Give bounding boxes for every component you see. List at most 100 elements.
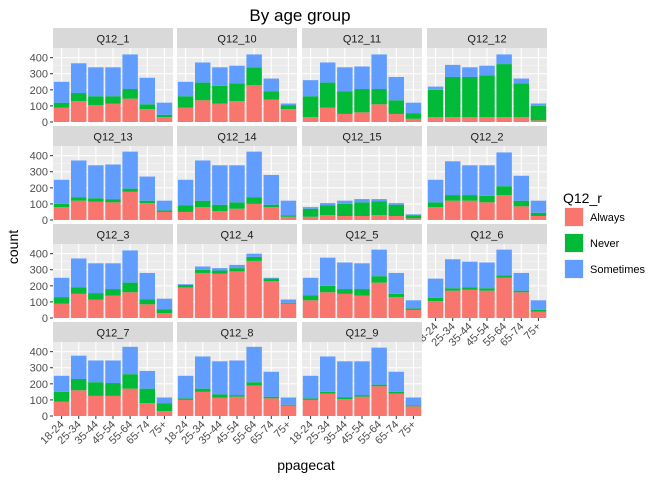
bar-segment-always: [122, 388, 138, 416]
bar-segment-sometimes: [156, 397, 173, 404]
bar-segment-sometimes: [280, 200, 297, 216]
facet-strip: [53, 28, 173, 48]
bar-segment-sometimes: [354, 199, 370, 203]
bar-segment-always: [195, 207, 211, 220]
bar-segment-never: [320, 285, 336, 293]
bar-segment-never: [212, 204, 228, 212]
bar-segment-always: [320, 107, 336, 122]
bar-segment-never: [427, 89, 444, 118]
bar-segment-sometimes: [195, 356, 211, 389]
bar-segment-never: [405, 215, 422, 219]
bar-segment-never: [105, 383, 121, 396]
bar-segment-always: [246, 260, 262, 318]
bar-segment-never: [320, 391, 336, 394]
y-tick-label: 100: [30, 297, 48, 309]
bar-segment-always: [229, 396, 245, 416]
bar-segment-never: [53, 203, 70, 208]
facet-title: Q12_5: [345, 230, 378, 242]
bar-segment-never: [195, 200, 211, 208]
facet-title: Q12_6: [470, 230, 503, 242]
bar-segment-always: [177, 211, 194, 220]
bar-segment-never: [263, 396, 279, 399]
bar-segment-never: [88, 382, 104, 396]
bar-segment-always: [88, 395, 104, 416]
chart-title: By age group: [249, 6, 350, 25]
bar-segment-always: [337, 215, 353, 220]
bar-segment-sometimes: [263, 78, 279, 92]
facet-panel: Q12_5: [302, 224, 422, 319]
bar-segment-sometimes: [229, 165, 245, 203]
bar-segment-never: [71, 197, 87, 201]
bar-segment-never: [371, 276, 387, 283]
bar-segment-always: [427, 207, 444, 220]
bar-segment-always: [320, 215, 336, 220]
bar-segment-always: [530, 311, 547, 318]
bar-segment-always: [246, 385, 262, 416]
bar-segment-always: [177, 399, 194, 416]
bar-segment-always: [354, 215, 370, 220]
y-tick-label: 0: [42, 215, 48, 227]
bar-segment-sometimes: [122, 250, 138, 283]
bar-segment-never: [122, 282, 138, 293]
bar-segment-always: [212, 211, 228, 220]
bar-segment-never: [405, 308, 422, 310]
bar-segment-never: [388, 391, 404, 394]
bar-segment-always: [513, 206, 529, 220]
bar-segment-always: [513, 292, 529, 318]
bar-segment-never: [71, 379, 87, 391]
y-tick-label: 0: [42, 313, 48, 325]
bar-segment-always: [229, 208, 245, 220]
bar-segment-never: [496, 275, 512, 278]
bar-segment-sometimes: [496, 152, 512, 187]
facet-strip: [302, 322, 422, 342]
bar-segment-always: [177, 287, 194, 318]
bar-segment-always: [122, 292, 138, 318]
bar-segment-sometimes: [195, 160, 211, 201]
bar-segment-sometimes: [388, 203, 404, 205]
bar-segment-sometimes: [246, 54, 262, 68]
bar-segment-always: [405, 309, 422, 318]
facet-title: Q12_7: [96, 328, 129, 340]
bar-segment-never: [195, 388, 211, 392]
bar-segment-never: [105, 96, 121, 104]
bar-segment-sometimes: [71, 160, 87, 198]
bar-segment-sometimes: [405, 300, 422, 309]
bar-segment-sometimes: [122, 151, 138, 189]
bar-segment-never: [337, 289, 353, 294]
bar-segment-always: [139, 109, 155, 122]
legend-label: Always: [590, 212, 625, 224]
bar-segment-sometimes: [139, 176, 155, 201]
bar-segment-never: [263, 204, 279, 208]
bar-segment-never: [122, 89, 138, 99]
bar-segment-sometimes: [280, 397, 297, 405]
bar-segment-always: [246, 85, 262, 122]
bar-segment-always: [105, 295, 121, 318]
bar-segment-sometimes: [388, 371, 404, 392]
bar-segment-never: [88, 293, 104, 300]
bar-segment-never: [139, 299, 155, 305]
facet-panel: Q12_11: [302, 28, 422, 123]
bar-segment-sometimes: [105, 263, 121, 290]
y-tick-label: 200: [30, 85, 48, 97]
bar-segment-sometimes: [156, 298, 173, 310]
facet-title: Q12_9: [345, 328, 378, 340]
legend-title: Q12_r: [563, 190, 602, 206]
bar-segment-never: [105, 199, 121, 203]
bar-segment-always: [371, 215, 387, 220]
facet-strip: [302, 126, 422, 146]
bar-segment-sometimes: [105, 164, 121, 200]
bar-segment-always: [212, 273, 228, 318]
bar-segment-always: [354, 295, 370, 318]
bar-segment-never: [496, 64, 512, 118]
bar-segment-never: [445, 195, 461, 201]
bar-segment-sometimes: [427, 86, 444, 90]
bar-segment-sometimes: [496, 54, 512, 65]
bar-segment-always: [71, 200, 87, 220]
bar-segment-always: [53, 107, 70, 122]
bar-segment-always: [156, 411, 173, 416]
facet-panel: Q12_4: [177, 224, 297, 319]
bar-segment-sometimes: [53, 81, 70, 103]
bar-segment-always: [53, 303, 70, 318]
bar-segment-always: [462, 200, 478, 220]
